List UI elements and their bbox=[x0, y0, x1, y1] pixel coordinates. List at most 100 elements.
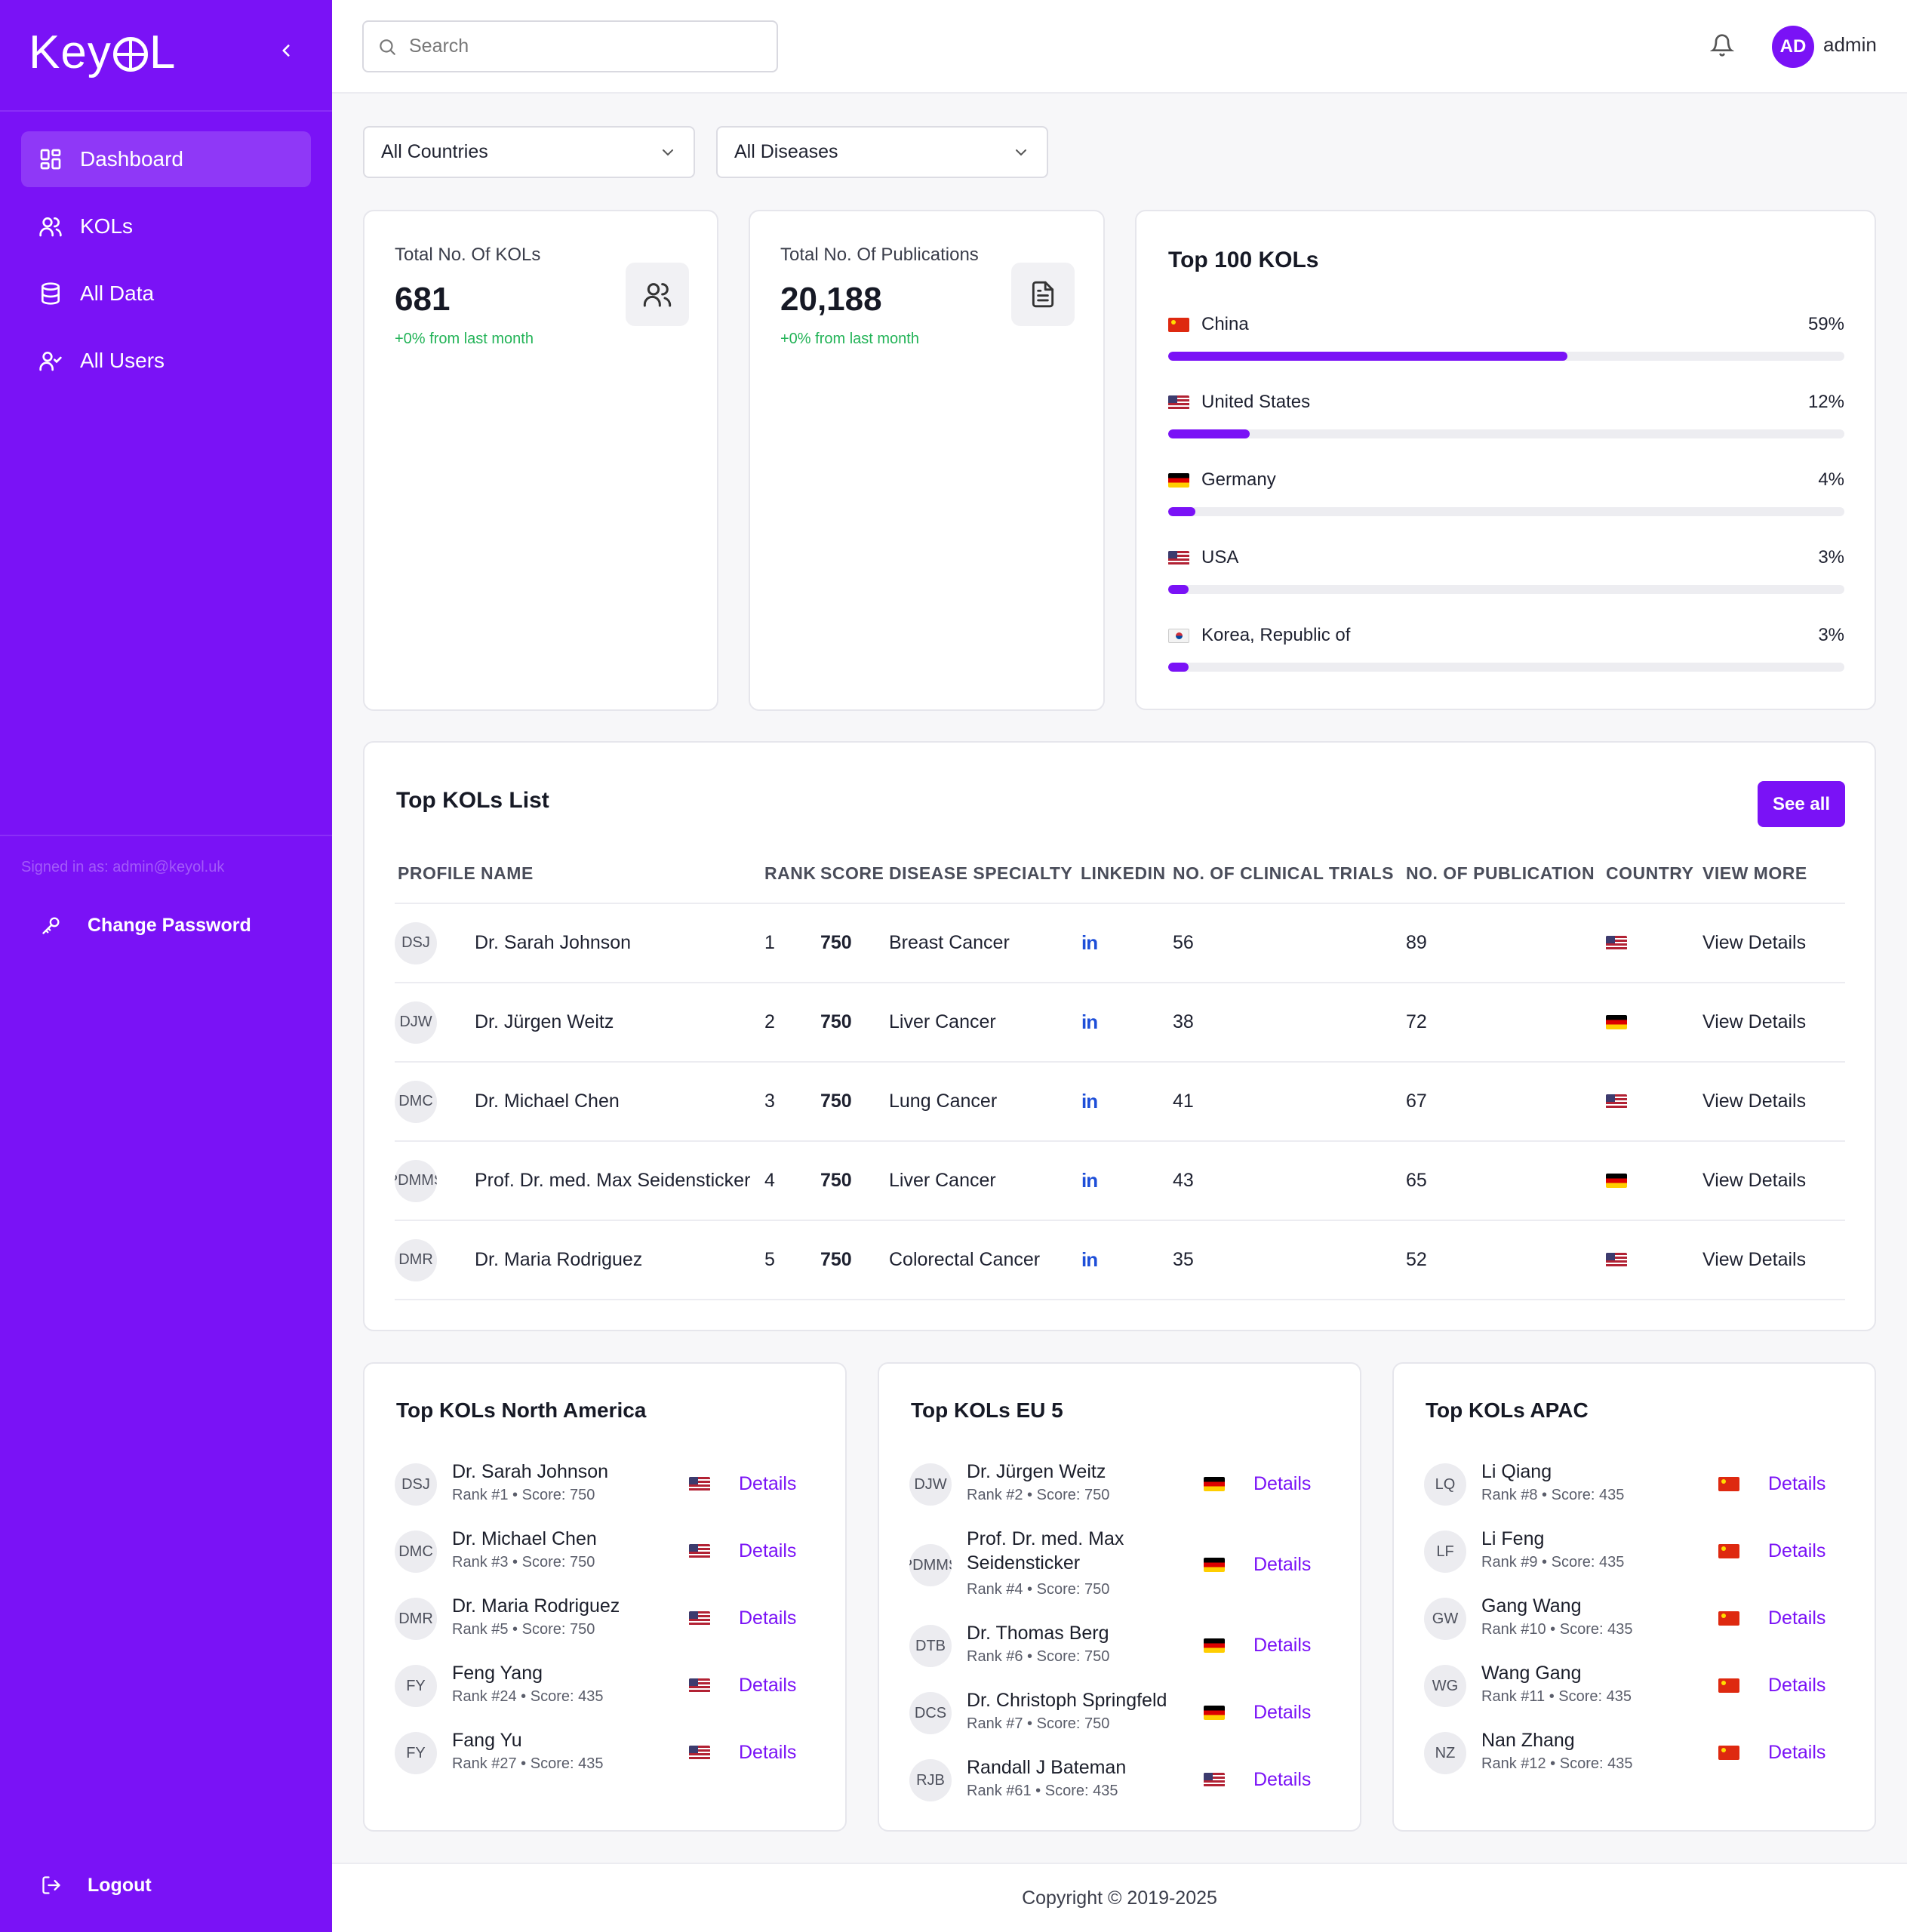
country-filter-select[interactable]: All Countries bbox=[363, 126, 695, 178]
linkedin-link[interactable]: in bbox=[1081, 1142, 1098, 1220]
chevron-down-icon bbox=[663, 149, 673, 155]
kol-name[interactable]: Li Qiang bbox=[1481, 1461, 1552, 1482]
kol-name[interactable]: Dr. Sarah Johnson bbox=[452, 1461, 609, 1482]
details-link[interactable]: Details bbox=[739, 1540, 797, 1561]
country-flag bbox=[689, 1477, 722, 1495]
clinical-trials-count: 38 bbox=[1173, 1011, 1194, 1032]
linkedin-icon: in bbox=[1081, 1011, 1098, 1033]
bell-icon bbox=[1709, 34, 1735, 57]
kol-name[interactable]: Dr. Christoph Springfeld bbox=[967, 1690, 1167, 1711]
profile-name[interactable]: Dr. Jürgen Weitz bbox=[475, 1011, 614, 1032]
linkedin-link[interactable]: in bbox=[1081, 1221, 1098, 1299]
avatar: LQ bbox=[1424, 1463, 1466, 1506]
kol-name[interactable]: Gang Wang bbox=[1481, 1595, 1582, 1617]
change-password-link[interactable]: Change Password bbox=[39, 910, 251, 940]
top-header: AD admin bbox=[332, 0, 1907, 94]
flag-us-icon bbox=[1606, 936, 1627, 950]
profile-name[interactable]: Dr. Sarah Johnson bbox=[475, 932, 632, 953]
sidebar-item-dashboard[interactable]: Dashboard bbox=[21, 131, 311, 187]
details-link[interactable]: Details bbox=[739, 1742, 797, 1763]
kol-name[interactable]: Dr. Jürgen Weitz bbox=[967, 1461, 1106, 1482]
details-link[interactable]: Details bbox=[1768, 1473, 1826, 1494]
linkedin-link[interactable]: in bbox=[1081, 1063, 1098, 1140]
sidebar-item-all-users[interactable]: All Users bbox=[21, 333, 311, 389]
disease-specialty: Colorectal Cancer bbox=[889, 1249, 1041, 1270]
database-icon bbox=[38, 281, 63, 306]
view-details-link[interactable]: View Details bbox=[1702, 1249, 1807, 1270]
score-value: 750 bbox=[820, 1170, 852, 1191]
view-details-link[interactable]: View Details bbox=[1702, 1170, 1807, 1191]
details-link[interactable]: Details bbox=[1253, 1635, 1312, 1656]
publications-count: 65 bbox=[1406, 1170, 1427, 1191]
details-link[interactable]: Details bbox=[1253, 1554, 1312, 1575]
flag-cn-icon bbox=[1718, 1544, 1739, 1558]
details-link[interactable]: Details bbox=[1768, 1540, 1826, 1561]
kol-name[interactable]: Nan Zhang bbox=[1481, 1730, 1575, 1751]
details-link[interactable]: Details bbox=[739, 1473, 797, 1494]
view-details-link[interactable]: View Details bbox=[1702, 932, 1807, 953]
linkedin-link[interactable]: in bbox=[1081, 904, 1098, 982]
profile-name[interactable]: Dr. Michael Chen bbox=[475, 1091, 620, 1112]
kol-name[interactable]: Prof. Dr. med. Max Seidensticker bbox=[967, 1528, 1124, 1574]
view-details-link[interactable]: View Details bbox=[1702, 1091, 1807, 1112]
details-link[interactable]: Details bbox=[1768, 1607, 1826, 1629]
key-icon bbox=[39, 913, 63, 937]
list-item: DMC Dr. Michael Chen Rank #3 • Score: 750 D… bbox=[395, 1527, 817, 1577]
sidebar-item-all-data[interactable]: All Data bbox=[21, 266, 311, 321]
top-100-kols-card: Top 100 KOLs China 59% United States 12% Ger… bbox=[1135, 210, 1876, 710]
kol-name[interactable]: Wang Gang bbox=[1481, 1663, 1582, 1684]
search-input[interactable] bbox=[409, 35, 756, 57]
list-item: NZ Nan Zhang Rank #12 • Score: 435 Details bbox=[1424, 1728, 1847, 1778]
disease-filter-select[interactable]: All Diseases bbox=[716, 126, 1048, 178]
country-row: USA 3% bbox=[1168, 547, 1844, 615]
list-item: DCS Dr. Christoph Springfeld Rank #7 • Sco… bbox=[909, 1688, 1332, 1738]
column-header-linkedin: LINKEDIN bbox=[1081, 863, 1166, 883]
sidebar-divider bbox=[0, 110, 332, 112]
kol-name[interactable]: Li Feng bbox=[1481, 1528, 1545, 1549]
keyol-logo[interactable]: Key L bbox=[29, 26, 176, 79]
kol-name[interactable]: Randall J Bateman bbox=[967, 1757, 1127, 1778]
list-item: WG Wang Gang Rank #11 • Score: 435 Details bbox=[1424, 1661, 1847, 1711]
kol-name[interactable]: Feng Yang bbox=[452, 1663, 543, 1684]
details-link[interactable]: Details bbox=[739, 1607, 797, 1629]
username-label[interactable]: admin bbox=[1823, 33, 1877, 56]
country-label: Korea, Republic of bbox=[1168, 625, 1350, 646]
country-row: Germany 4% bbox=[1168, 469, 1844, 537]
details-link[interactable]: Details bbox=[1768, 1742, 1826, 1763]
kol-name[interactable]: Dr. Michael Chen bbox=[452, 1528, 597, 1549]
country-flag bbox=[1204, 1477, 1237, 1495]
kol-name[interactable]: Dr. Maria Rodriguez bbox=[452, 1595, 620, 1617]
kol-name[interactable]: Dr. Thomas Berg bbox=[967, 1623, 1109, 1644]
collapse-sidebar-button[interactable] bbox=[276, 41, 296, 60]
kol-name[interactable]: Fang Yu bbox=[452, 1730, 522, 1751]
kol-rank-score: Rank #2 • Score: 750 bbox=[967, 1487, 1110, 1503]
details-link[interactable]: Details bbox=[1253, 1702, 1312, 1723]
see-all-button[interactable]: See all bbox=[1758, 781, 1845, 827]
details-link[interactable]: Details bbox=[1253, 1769, 1312, 1790]
details-link[interactable]: Details bbox=[1253, 1473, 1312, 1494]
profile-name[interactable]: Dr. Maria Rodriguez bbox=[475, 1249, 643, 1270]
country-row: Korea, Republic of 3% bbox=[1168, 625, 1844, 693]
sidebar-item-kols[interactable]: KOLs bbox=[21, 198, 311, 254]
linkedin-link[interactable]: in bbox=[1081, 983, 1098, 1061]
country-name: Korea, Republic of bbox=[1201, 625, 1351, 645]
details-link[interactable]: Details bbox=[739, 1675, 797, 1696]
user-avatar[interactable]: AD bbox=[1772, 26, 1814, 68]
logout-link[interactable]: Logout bbox=[39, 1870, 152, 1900]
clinical-trials-count: 41 bbox=[1173, 1091, 1194, 1112]
kol-rank-score: Rank #27 • Score: 435 bbox=[452, 1755, 604, 1772]
profile-name[interactable]: Prof. Dr. med. Max Seidensticker bbox=[475, 1170, 751, 1191]
stat-value: 20,188 bbox=[780, 281, 882, 318]
details-link[interactable]: Details bbox=[1768, 1675, 1826, 1696]
flag-kr-icon bbox=[1168, 628, 1189, 643]
flag-cn-icon bbox=[1718, 1611, 1739, 1626]
country-flag bbox=[1718, 1544, 1752, 1562]
linkedin-icon: in bbox=[1081, 1090, 1098, 1112]
view-details-link[interactable]: View Details bbox=[1702, 1011, 1807, 1032]
avatar: GW bbox=[1424, 1598, 1466, 1640]
list-item: FY Fang Yu Rank #27 • Score: 435 Details bbox=[395, 1728, 817, 1778]
kol-rank-score: Rank #3 • Score: 750 bbox=[452, 1554, 595, 1571]
search-box[interactable] bbox=[362, 20, 778, 72]
progress-bar-fill bbox=[1168, 352, 1567, 361]
notifications-button[interactable] bbox=[1709, 33, 1736, 59]
